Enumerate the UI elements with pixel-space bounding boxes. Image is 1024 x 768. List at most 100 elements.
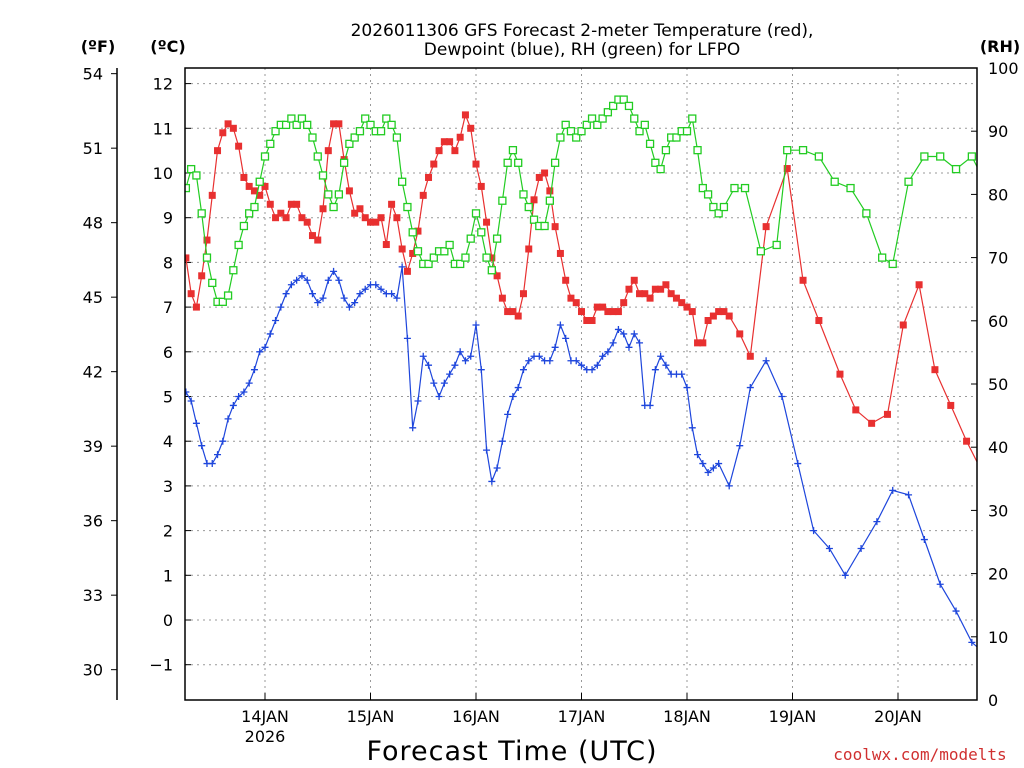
rh-point — [445, 240, 454, 250]
rh-point — [772, 240, 781, 250]
dewpoint-point — [419, 352, 427, 360]
rh-point — [466, 234, 475, 243]
x-tick-label: 17JAN — [558, 707, 606, 726]
rh-point — [461, 253, 470, 262]
dewpoint-point — [488, 477, 496, 485]
celsius-tick-label: 2 — [163, 522, 173, 541]
rh-point — [260, 152, 270, 161]
temperature-point — [277, 209, 285, 217]
temperature-point — [625, 285, 633, 293]
x-tick-label: 16JAN — [452, 707, 500, 726]
rh-point — [888, 259, 897, 269]
dewpoint-point — [472, 321, 480, 329]
dewpoint-point — [277, 303, 285, 311]
rh-point — [651, 158, 660, 167]
rh-tick-label: 20 — [988, 565, 1008, 584]
dewpoint-point — [620, 330, 628, 338]
dewpoint-point — [345, 303, 353, 311]
rh-point — [587, 114, 597, 123]
dewpoint-point — [556, 321, 564, 329]
rh-point — [598, 114, 607, 123]
rh-point — [577, 127, 586, 136]
x-tick-label: 15JAN — [347, 707, 395, 726]
rh-point — [366, 120, 375, 130]
dewpoint-point — [266, 330, 274, 338]
dewpoint-point — [335, 276, 343, 284]
rh-tick-label: 80 — [988, 185, 1008, 204]
dewpoint-point — [725, 482, 733, 490]
dewpoint-point — [235, 393, 243, 400]
rh-point — [408, 228, 417, 237]
fahrenheit-tick-label: 36 — [83, 512, 103, 531]
rh-tick-label: 30 — [988, 501, 1008, 520]
rh-point — [440, 247, 449, 256]
dewpoint-point — [572, 357, 580, 365]
rh-point — [339, 158, 349, 167]
temperature-point — [235, 142, 243, 150]
dewpoint-point — [440, 379, 448, 387]
dewpoint-point — [414, 397, 422, 405]
temperature-point — [498, 294, 506, 302]
rh-point — [287, 114, 296, 123]
rh-point — [920, 152, 929, 161]
rh-point — [688, 114, 697, 123]
temperature-point — [651, 285, 659, 293]
x-axis-title: Forecast Time (UTC) — [366, 736, 657, 767]
temperature-point — [588, 317, 596, 325]
dewpoint-point — [456, 348, 464, 356]
chart-title-line2: Dewpoint (blue), RH (green) for LFPO — [424, 40, 740, 60]
temperature-point — [456, 133, 464, 141]
rh-point — [609, 101, 618, 111]
rh-point — [487, 266, 496, 275]
x-tick-label: 18JAN — [663, 707, 711, 726]
celsius-tick-label: −1 — [149, 656, 173, 675]
temperature-point — [446, 138, 454, 146]
rh-point — [397, 177, 407, 186]
rh-point — [508, 146, 518, 155]
rh-point — [229, 266, 238, 275]
temperature-point — [198, 272, 206, 280]
temperature-point — [240, 173, 248, 181]
rh-point — [814, 152, 824, 161]
rh-point — [482, 253, 491, 262]
rh-point — [1016, 305, 1023, 312]
rh-point — [266, 139, 275, 148]
temperature-point — [324, 147, 332, 155]
temperature-point — [330, 120, 338, 128]
rh-tick-label: 60 — [988, 312, 1008, 331]
rh-point — [413, 247, 423, 256]
dewpoint-point — [245, 379, 253, 387]
temperature-point — [799, 276, 807, 284]
temperature-point — [409, 249, 417, 257]
dewpoint-point — [351, 299, 359, 307]
dewpoint-point — [229, 401, 237, 409]
rh-point — [830, 177, 839, 186]
rh-point — [376, 127, 386, 136]
dewpoint-point — [340, 294, 348, 302]
rh-point — [656, 164, 665, 174]
dewpoint-point — [398, 263, 406, 271]
temperature-point — [567, 294, 575, 302]
dewpoint-point — [630, 330, 638, 338]
dewpoint-point — [519, 366, 527, 374]
temperature-point — [461, 111, 469, 119]
temperature-point — [614, 308, 622, 316]
dewpoint-point — [810, 527, 818, 535]
rh-point — [403, 202, 412, 212]
temperature-point — [530, 196, 538, 204]
temperature-point — [720, 308, 728, 316]
dewpoint-point — [636, 339, 644, 347]
celsius-tick-label: 7 — [163, 298, 173, 317]
rh-point — [255, 177, 264, 186]
temperature-point — [361, 214, 369, 222]
temperature-point — [599, 303, 607, 311]
temperature-point — [641, 290, 649, 298]
rh-point — [192, 171, 201, 180]
dewpoint-point — [361, 285, 369, 293]
watermark: coolwx.com/modelts — [833, 745, 1006, 764]
rh-point — [329, 202, 338, 212]
rh-point — [1000, 292, 1007, 299]
dewpoint-point — [625, 343, 633, 351]
rh-point — [640, 120, 649, 130]
temperature-point — [430, 160, 438, 168]
